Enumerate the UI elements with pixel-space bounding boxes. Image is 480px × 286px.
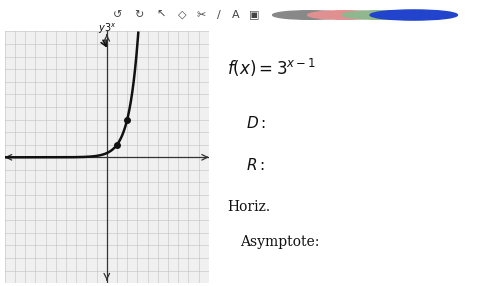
Text: Horiz.: Horiz. [227, 200, 270, 214]
Text: $R:$: $R:$ [246, 157, 264, 173]
Text: $\mathit{y}3^x$: $\mathit{y}3^x$ [97, 22, 116, 37]
Text: /: / [216, 10, 220, 20]
Ellipse shape [273, 11, 347, 19]
Text: ◇: ◇ [178, 10, 187, 20]
Text: ↺: ↺ [113, 10, 122, 20]
Text: ↻: ↻ [134, 10, 144, 20]
Text: Asymptote:: Asymptote: [240, 235, 320, 249]
Ellipse shape [370, 10, 457, 20]
Text: ▣: ▣ [249, 10, 260, 20]
Ellipse shape [308, 11, 382, 19]
Text: A: A [232, 10, 240, 20]
Text: ↖: ↖ [156, 10, 166, 20]
Text: ✂: ✂ [197, 10, 206, 20]
Text: $f(x)= 3^{x-1}$: $f(x)= 3^{x-1}$ [227, 57, 316, 79]
Text: $D:$: $D:$ [246, 114, 265, 130]
Ellipse shape [342, 11, 416, 19]
